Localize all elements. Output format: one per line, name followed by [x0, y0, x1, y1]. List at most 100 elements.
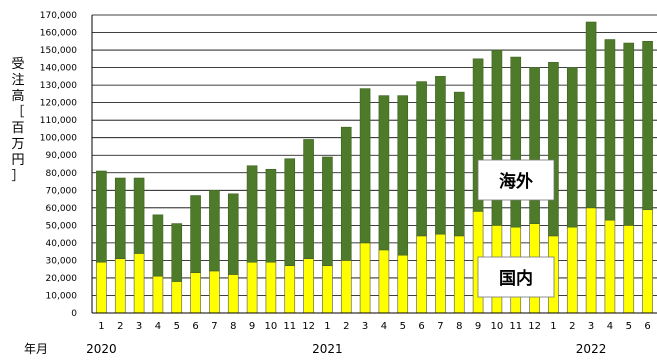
y-axis-label-char: 万 [11, 137, 24, 152]
y-tick-label: 90,000 [46, 151, 78, 161]
x-axis-label: 年月 [24, 342, 48, 356]
bar-overseas [340, 126, 352, 261]
bar-domestic [623, 225, 635, 314]
bar-overseas [378, 95, 390, 251]
bar-domestic [114, 258, 126, 314]
bar-overseas [190, 195, 201, 273]
bar-overseas [284, 158, 296, 266]
domestic-label: 国内 [499, 268, 533, 289]
y-axis-label-char: ［ [11, 105, 24, 120]
x-tick-label: 10 [491, 321, 504, 332]
bar-domestic [604, 219, 616, 314]
bar-domestic [209, 270, 220, 314]
bar-overseas [529, 67, 540, 224]
bar-overseas [359, 88, 371, 244]
bar-overseas [152, 214, 164, 277]
y-tick-label: 150,000 [40, 46, 77, 56]
y-tick-label: 70,000 [46, 186, 78, 196]
bar-domestic [642, 209, 653, 314]
x-tick-label: 8 [456, 321, 462, 332]
x-tick-label: 7 [437, 321, 443, 332]
bar-domestic [284, 265, 296, 314]
y-axis-label-char: 百 [11, 121, 24, 136]
bar-overseas [453, 91, 465, 237]
y-tick-label: 110,000 [40, 116, 77, 126]
bar-overseas [510, 56, 522, 228]
bar-overseas [604, 39, 616, 221]
x-tick-label: 6 [192, 321, 198, 332]
x-tick-label: 9 [475, 321, 481, 332]
bar-overseas [566, 67, 578, 228]
y-tick-label: 10,000 [46, 291, 78, 301]
bar-domestic [340, 260, 352, 314]
x-tick-label: 2 [343, 321, 349, 332]
x-tick-label: 4 [381, 321, 387, 332]
bar-overseas [171, 223, 183, 282]
bar-domestic [96, 261, 107, 314]
x-tick-label: 7 [211, 321, 217, 332]
y-tick-label: 30,000 [46, 256, 78, 266]
bar-domestic [416, 235, 427, 314]
bar-domestic [265, 261, 277, 314]
bar-domestic [359, 242, 371, 314]
year-label: 2020 [86, 342, 117, 356]
bar-overseas [585, 21, 597, 209]
y-axis-label-char: 円 [11, 153, 24, 168]
bar-overseas [623, 42, 635, 226]
x-tick-label: 1 [98, 321, 104, 332]
x-tick-label: 6 [418, 321, 424, 332]
bar-domestic [133, 253, 145, 314]
bar-domestic [227, 274, 239, 314]
x-tick-label: 5 [400, 321, 406, 332]
bar-domestic [152, 275, 164, 314]
y-axis-label-char: 注 [11, 73, 24, 88]
y-axis-label-char: 高 [11, 88, 24, 104]
bar-domestic [453, 235, 465, 314]
bar-overseas [133, 177, 145, 254]
x-tick-label: 3 [362, 321, 368, 332]
bar-domestic [246, 261, 258, 314]
y-tick-label: 160,000 [40, 29, 77, 39]
bar-overseas [322, 156, 333, 266]
overseas-label-box [477, 159, 555, 201]
bar-overseas [548, 62, 559, 237]
x-tick-label: 12 [528, 321, 541, 332]
bar-domestic [585, 207, 597, 314]
y-tick-label: 120,000 [40, 99, 77, 109]
bar-domestic [397, 254, 409, 314]
bar-domestic [190, 272, 201, 314]
x-tick-label: 2 [569, 321, 575, 332]
x-tick-label: 1 [550, 321, 556, 332]
y-tick-label: 20,000 [46, 274, 78, 284]
bar-overseas [265, 168, 277, 263]
y-axis-label-char: 受 [11, 57, 24, 72]
y-tick-label: 40,000 [46, 239, 78, 249]
bar-overseas [491, 49, 503, 226]
y-tick-label: 170,000 [40, 11, 77, 21]
bar-overseas [96, 170, 107, 263]
x-tick-label: 6 [644, 321, 650, 332]
x-tick-label: 4 [607, 321, 613, 332]
x-tick-label: 4 [155, 321, 161, 332]
overseas-label: 海外 [499, 171, 533, 192]
x-tick-label: 12 [302, 321, 315, 332]
x-tick-label: 11 [283, 321, 296, 332]
x-tick-label: 1 [324, 321, 330, 332]
x-tick-label: 11 [509, 321, 522, 332]
x-tick-label: 2 [117, 321, 123, 332]
y-axis-label-char: ］ [11, 169, 24, 184]
x-tick-label: 8 [230, 321, 236, 332]
x-tick-label: 3 [136, 321, 142, 332]
y-tick-label: 0 [71, 309, 77, 319]
bar-domestic [322, 265, 333, 314]
x-tick-label: 5 [174, 321, 180, 332]
bar-domestic [171, 281, 183, 314]
year-label: 2021 [312, 342, 343, 356]
bar-domestic [303, 258, 314, 314]
bar-domestic [435, 233, 446, 314]
x-tick-label: 3 [588, 321, 594, 332]
y-tick-label: 80,000 [46, 169, 78, 179]
year-label: 2022 [576, 342, 607, 356]
bar-overseas [472, 58, 484, 212]
